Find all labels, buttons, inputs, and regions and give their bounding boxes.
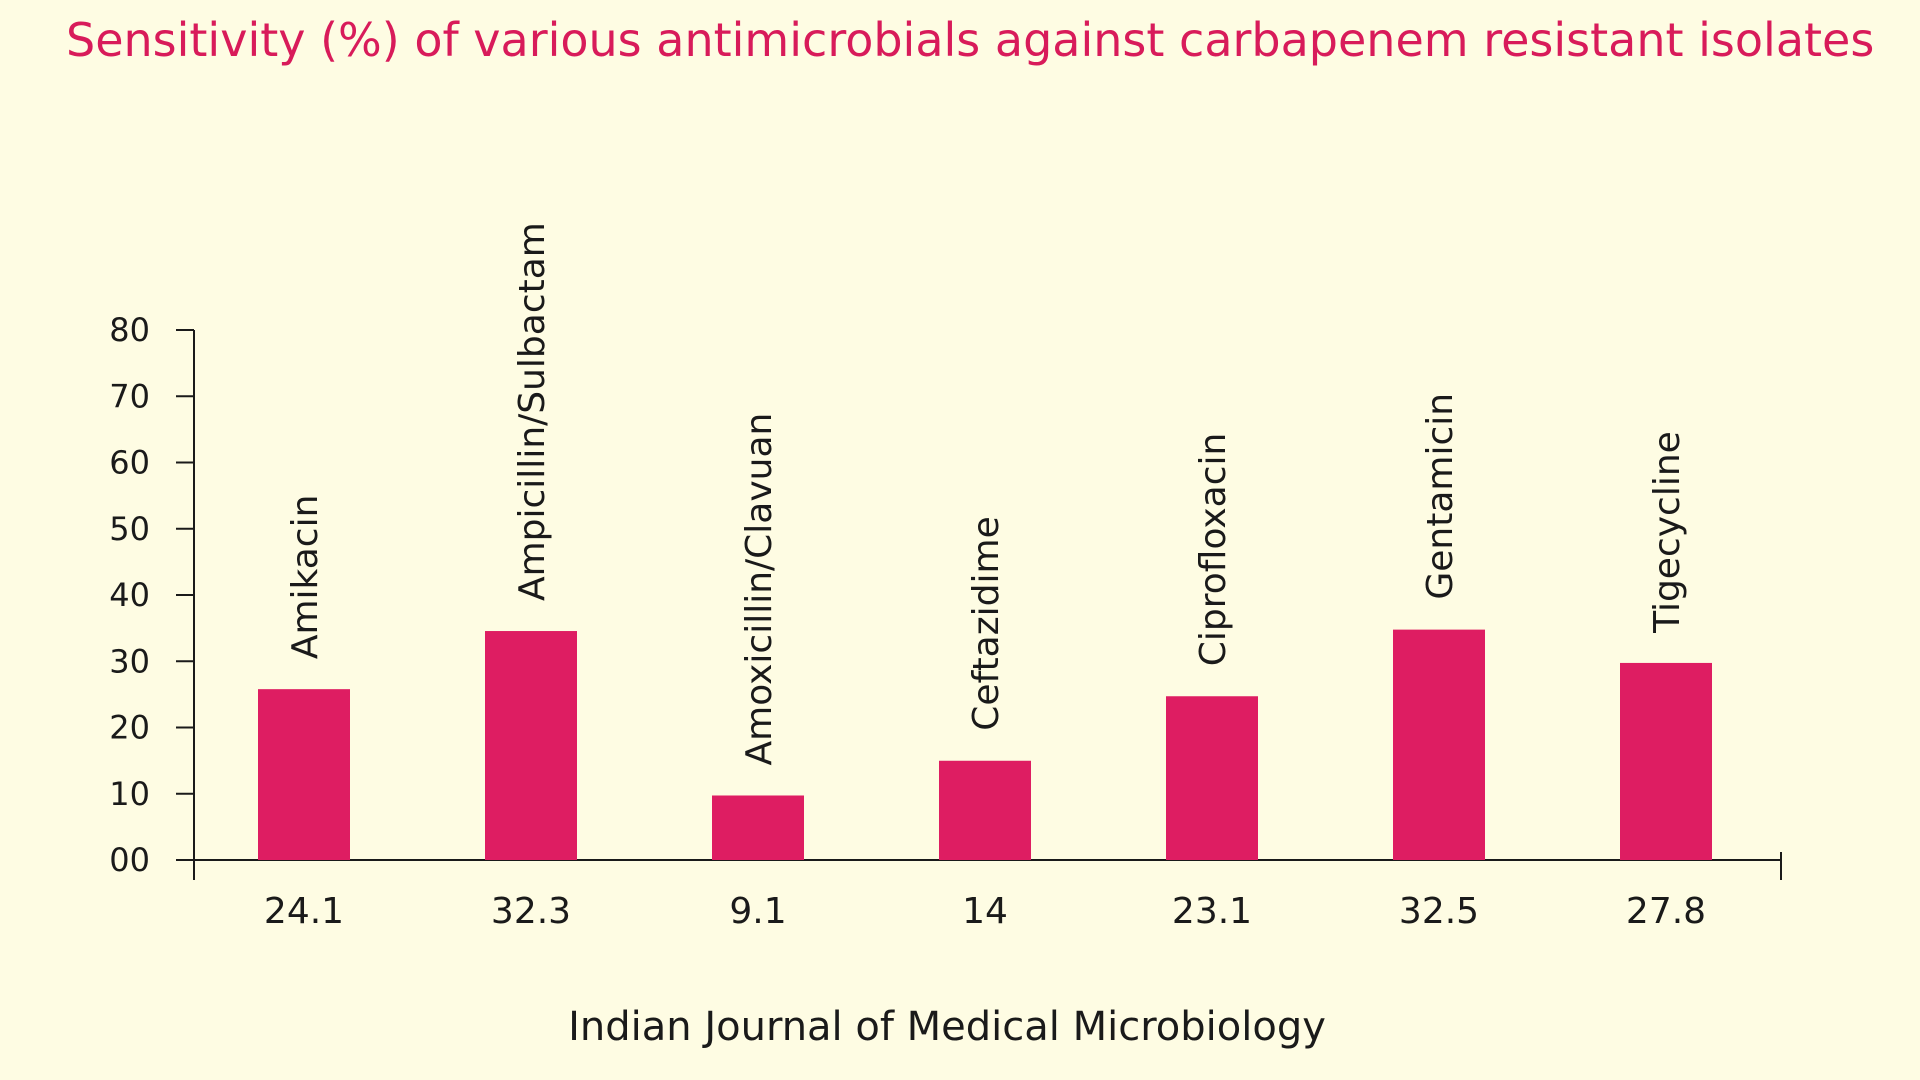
y-tick-label: 20 [109, 709, 150, 747]
value-label: 24.1 [264, 891, 344, 932]
chart-title: Sensitivity (%) of various antimicrobial… [66, 13, 1874, 67]
bar [1620, 662, 1712, 860]
bar [258, 689, 350, 860]
y-tick-label: 00 [109, 841, 150, 879]
bar [1393, 629, 1485, 860]
y-tick-label: 50 [109, 510, 150, 548]
source-caption: Indian Journal of Medical Microbiology [568, 1004, 1326, 1050]
chart-labels: Amikacin 24.1 Ampicillin/Sulbactam 32.3 Amox… [264, 222, 1706, 932]
bar-series [258, 629, 1712, 860]
value-label: 23.1 [1172, 891, 1252, 932]
value-label: 27.8 [1626, 891, 1706, 932]
y-tick-label: 10 [109, 775, 150, 813]
bar [712, 795, 804, 860]
y-tick-label: 70 [109, 377, 150, 415]
chart-axes: 00 10 20 30 40 50 60 70 80 [109, 311, 1782, 880]
y-tick-label: 80 [109, 311, 150, 349]
y-tick-label: 60 [109, 444, 150, 482]
value-label: 9.1 [729, 891, 786, 932]
value-label: 32.3 [491, 891, 571, 932]
value-label: 32.5 [1399, 891, 1479, 932]
category-label: Amoxicillin/Clavuan [739, 413, 780, 766]
category-label: Gentamicin [1420, 393, 1461, 600]
category-label: Ampicillin/Sulbactam [512, 222, 553, 601]
category-label: Tigecycline [1647, 431, 1688, 634]
bar [1166, 696, 1258, 860]
category-label: Ceftazidime [966, 516, 1007, 730]
category-label: Amikacin [285, 495, 326, 660]
value-label: 14 [962, 891, 1008, 932]
y-tick-label: 30 [109, 642, 150, 680]
bar [939, 760, 1031, 860]
bar [485, 631, 577, 860]
y-tick-label: 40 [109, 576, 150, 614]
category-label: Ciprofloxacin [1193, 433, 1234, 667]
